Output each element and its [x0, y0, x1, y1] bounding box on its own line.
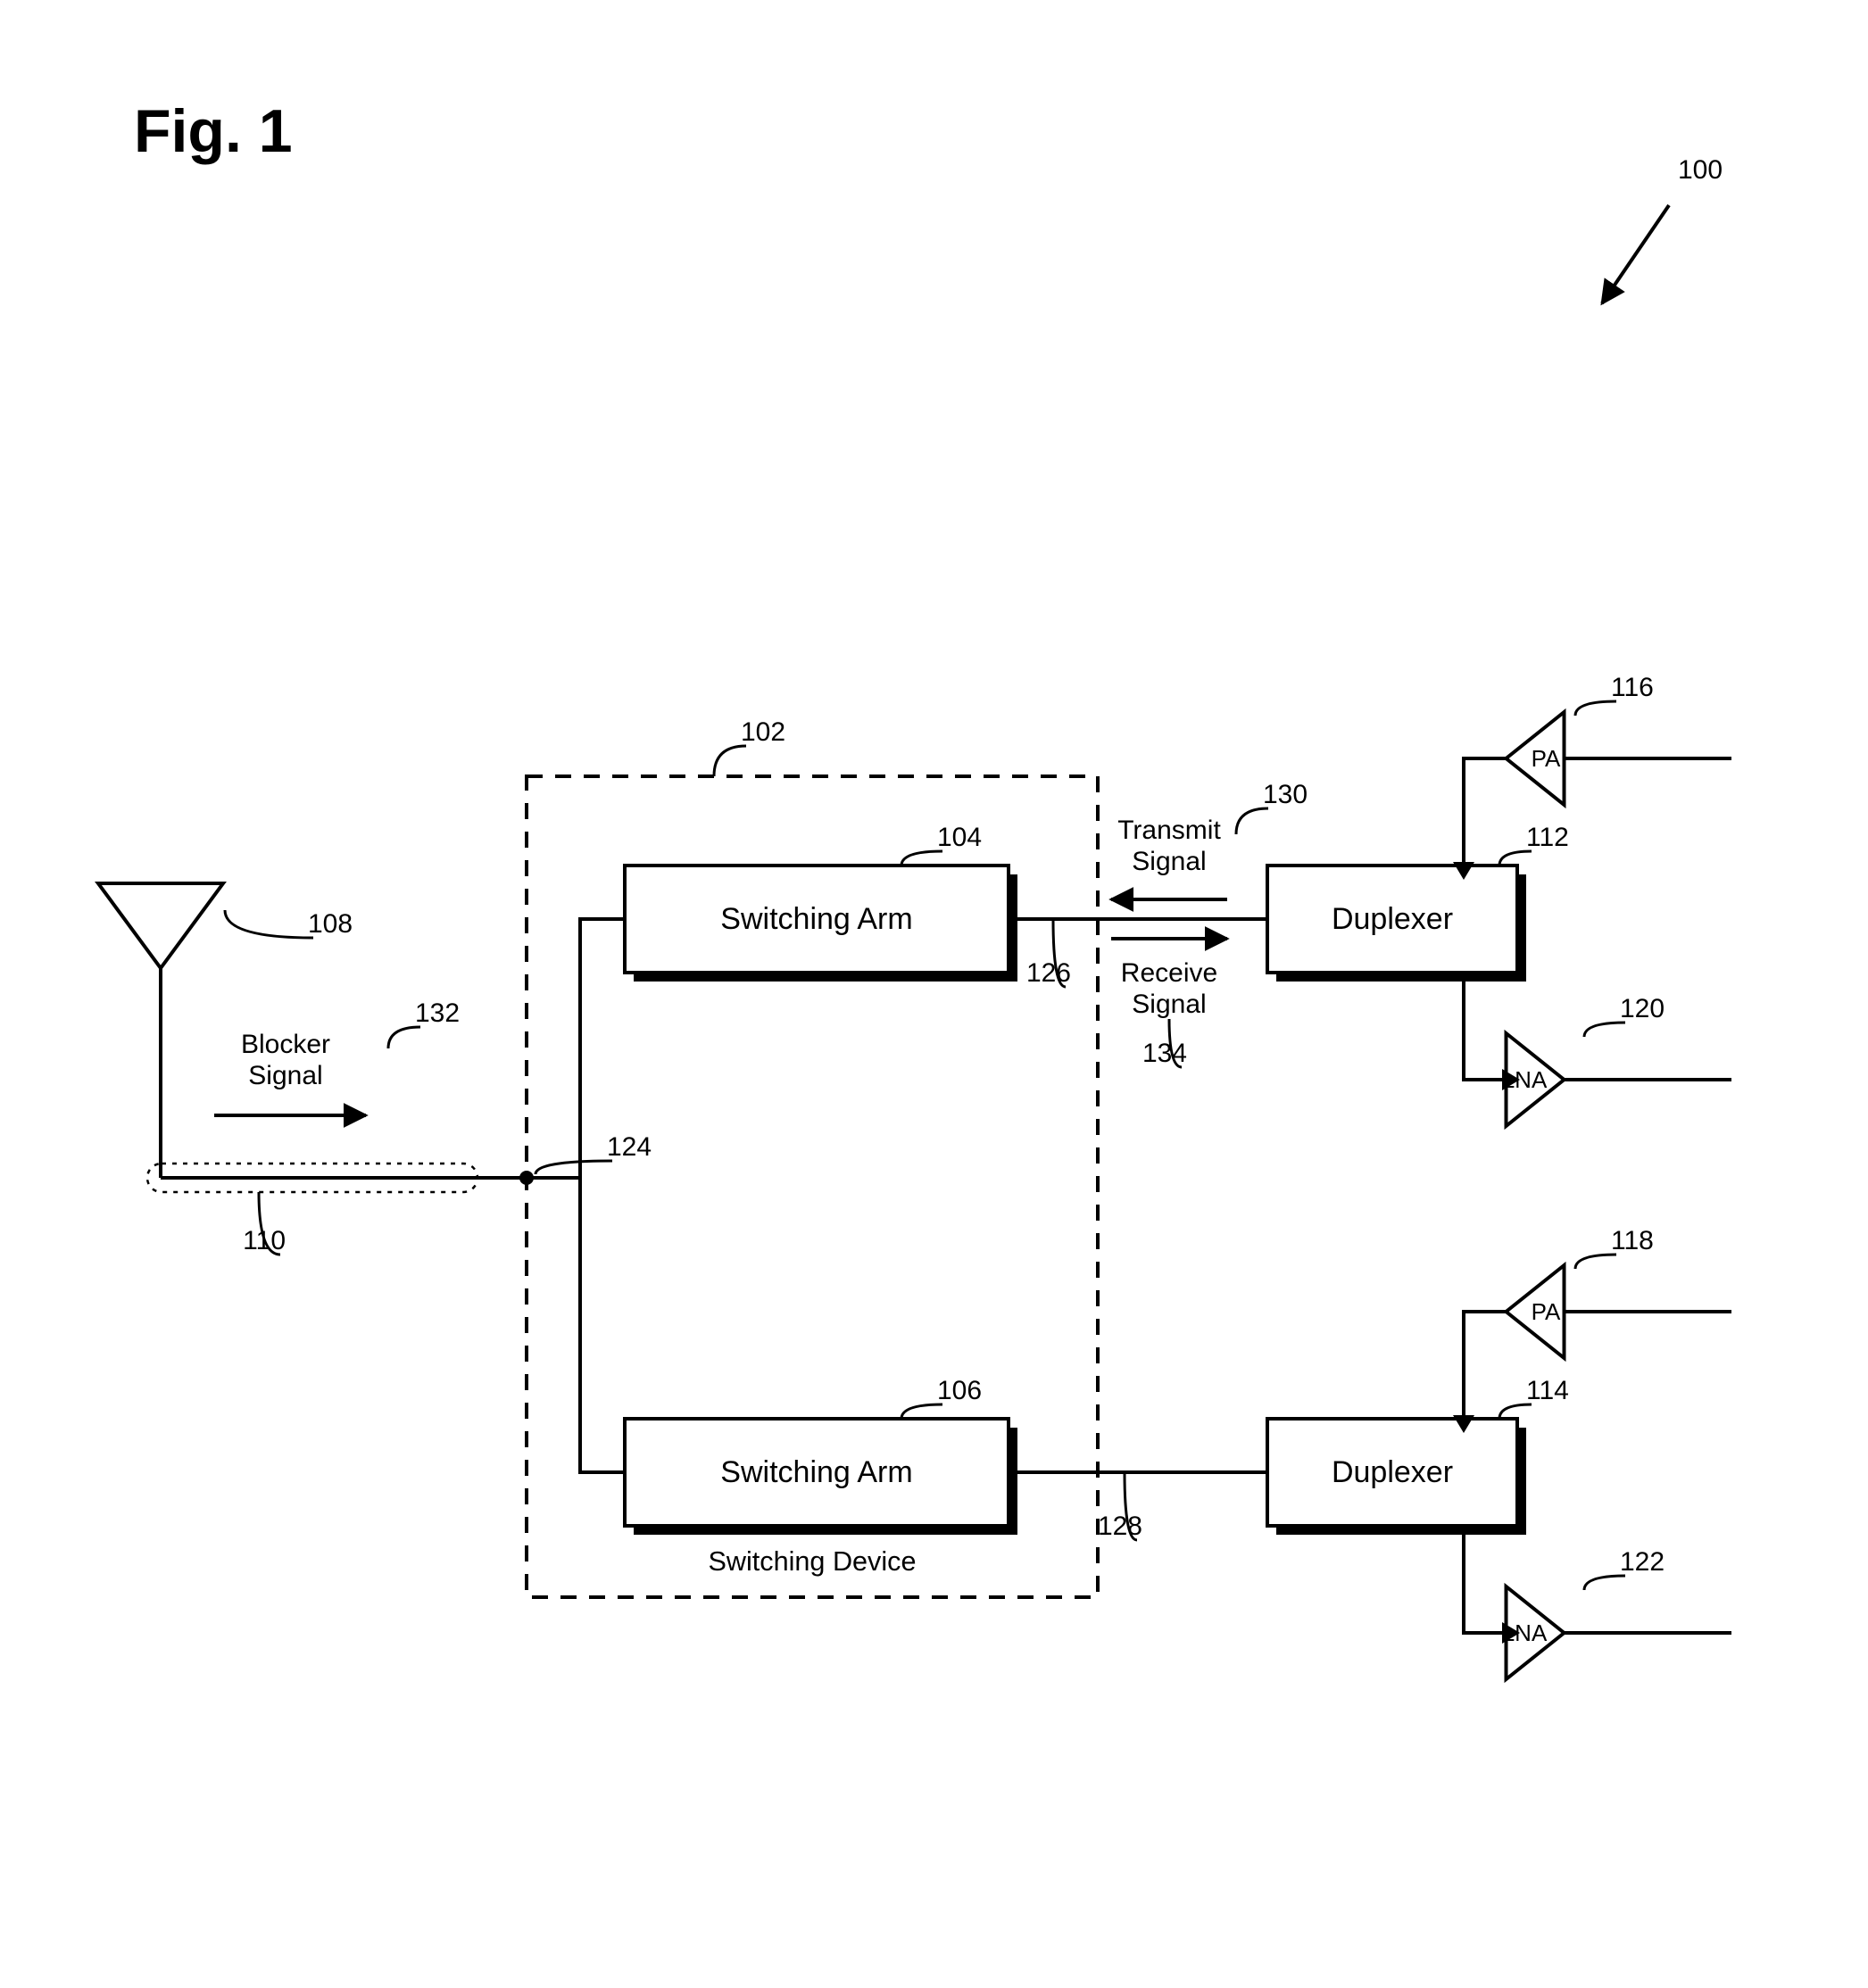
antenna-icon [98, 883, 223, 968]
arm1-ref: 104 [937, 823, 982, 852]
switching-arm-2-label: Switching Arm [720, 1455, 912, 1489]
coax-ref: 110 [243, 1226, 286, 1255]
switching-arm-1-label: Switching Arm [720, 902, 912, 936]
blocker-ref: 132 [415, 998, 460, 1028]
transmit-label-1: Transmit [1117, 816, 1221, 845]
throw1-ref: 126 [1026, 958, 1071, 988]
duplexer-1-label: Duplexer [1332, 902, 1453, 936]
lna1-ref: 120 [1620, 994, 1665, 1023]
common-port-ref: 124 [607, 1132, 652, 1162]
receive-label-1: Receive [1121, 958, 1217, 988]
pa2-ref: 118 [1611, 1226, 1654, 1255]
arm2-ref: 106 [937, 1376, 982, 1405]
lna2-ref: 122 [1620, 1547, 1665, 1577]
system-ref: 100 [1678, 155, 1723, 185]
transmit-label-2: Signal [1132, 847, 1206, 876]
dup2-ref: 114 [1526, 1376, 1569, 1405]
switching-device-label: Switching Device [709, 1546, 917, 1577]
receive-label-2: Signal [1132, 990, 1206, 1019]
pa1-ref: 116 [1611, 673, 1654, 702]
transmit-ref: 130 [1263, 780, 1308, 809]
dup1-ref: 112 [1526, 823, 1569, 852]
pa-1-label: PA [1532, 745, 1561, 772]
throw2-ref: 128 [1098, 1512, 1142, 1541]
switching-device-ref: 102 [741, 717, 785, 747]
blocker-label-1: Blocker [241, 1030, 330, 1059]
duplexer-2-label: Duplexer [1332, 1455, 1453, 1489]
antenna-ref: 108 [308, 909, 353, 939]
receive-ref: 134 [1142, 1039, 1187, 1068]
figure-title: Fig. 1 [134, 97, 293, 165]
blocker-label-2: Signal [248, 1061, 322, 1090]
pa-2-label: PA [1532, 1298, 1561, 1325]
